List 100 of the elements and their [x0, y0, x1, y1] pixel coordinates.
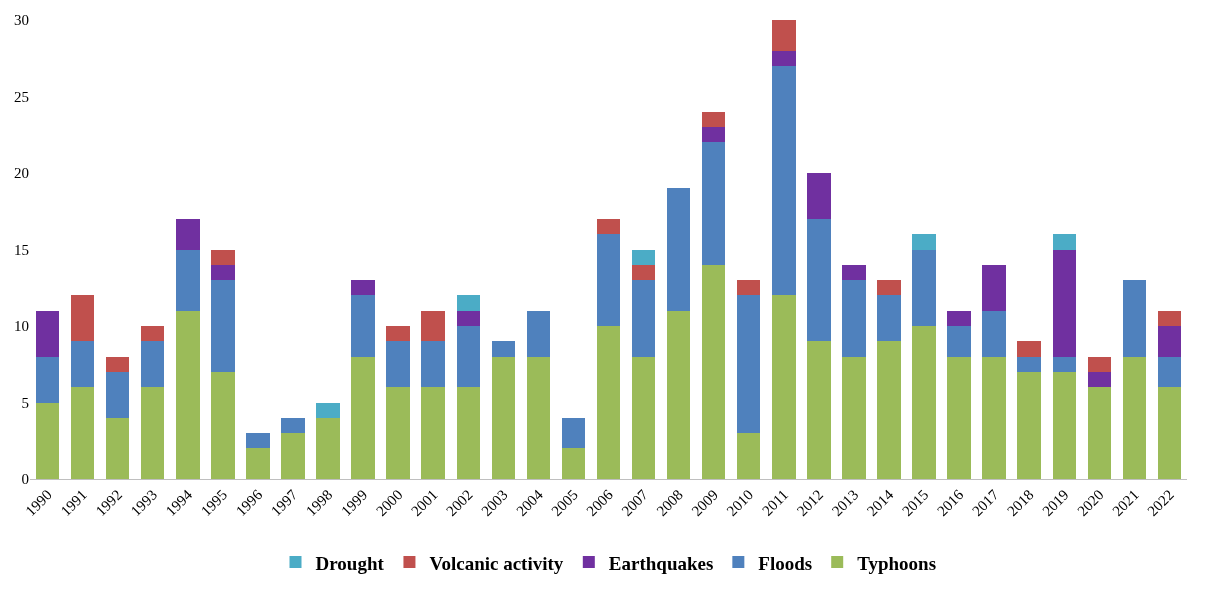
bar: [982, 356, 1006, 479]
bar: [737, 280, 761, 296]
bar: [877, 295, 901, 342]
bar: [982, 310, 1006, 357]
bar: [526, 356, 551, 479]
bar: [912, 249, 936, 326]
y-tick-label: 5: [21, 394, 29, 411]
y-tick-label: 15: [14, 241, 29, 258]
bar: [631, 356, 656, 479]
y-tick-label: 25: [14, 88, 29, 105]
bar: [877, 341, 901, 479]
bar: [912, 326, 936, 479]
bar: [842, 264, 866, 281]
bar: [666, 310, 691, 479]
bar: [1052, 249, 1077, 357]
bar: [421, 341, 445, 388]
bar: [211, 264, 235, 281]
bar: [491, 341, 516, 357]
bar: [1052, 356, 1077, 372]
bar: [35, 356, 60, 403]
x-tick-label: 2021: [1109, 486, 1142, 520]
bar: [246, 448, 270, 479]
bar: [596, 326, 621, 479]
bar: [737, 295, 761, 434]
bar: [176, 218, 200, 250]
bar: [281, 417, 305, 434]
bar: [772, 65, 796, 296]
bar: [1052, 234, 1077, 250]
bar: [807, 341, 831, 479]
bar: [807, 173, 831, 219]
bar: [140, 387, 165, 479]
bar: [701, 127, 726, 143]
bar: [947, 356, 971, 479]
bar: [105, 356, 130, 372]
bar: [211, 371, 235, 479]
legend-label: Drought: [315, 552, 385, 574]
bar: [596, 234, 621, 326]
bar: [912, 234, 936, 250]
bar: [631, 280, 656, 357]
y-tick-label: 30: [14, 12, 29, 29]
bar: [456, 326, 480, 388]
bar: [351, 280, 375, 296]
bar: [1157, 387, 1182, 479]
y-tick-label: 0: [21, 471, 29, 488]
bar: [1087, 371, 1112, 388]
bar: [842, 280, 866, 357]
bar: [982, 264, 1006, 311]
bar: [631, 264, 656, 281]
bar: [140, 341, 165, 388]
bar: [666, 188, 691, 311]
bar: [316, 402, 340, 418]
bar: [421, 310, 445, 342]
bar: [140, 326, 165, 342]
bar: [772, 50, 796, 66]
bar: [947, 326, 971, 357]
bar: [281, 433, 305, 479]
bar: [105, 417, 130, 479]
bar: [1157, 310, 1182, 326]
bar: [456, 310, 480, 326]
bar: [1017, 371, 1041, 479]
bar: [386, 387, 410, 479]
bar: [842, 356, 866, 479]
x-tick-label: 2011: [759, 486, 792, 519]
bar: [596, 218, 621, 235]
bar: [105, 371, 130, 418]
legend-label: Earthquakes: [608, 552, 714, 574]
bar: [456, 387, 480, 479]
bar: [807, 218, 831, 342]
bar: [35, 402, 60, 479]
bar: [877, 280, 901, 296]
bar: [701, 111, 726, 128]
bar: [386, 326, 410, 342]
bar: [421, 387, 445, 479]
bar: [70, 387, 95, 479]
bar: [772, 295, 796, 479]
bar: [1122, 356, 1147, 479]
bar: [701, 142, 726, 265]
bar: [70, 341, 95, 388]
bar: [211, 280, 235, 372]
y-tick-label: 10: [14, 318, 29, 335]
bar: [176, 249, 200, 311]
bar: [631, 249, 656, 265]
bar: [1087, 356, 1112, 372]
legend-label: Floods: [758, 552, 813, 574]
bar: [386, 341, 410, 388]
bar: [1052, 371, 1077, 479]
bar: [35, 310, 60, 357]
bar: [561, 417, 586, 449]
legend-label: Typhoons: [857, 552, 937, 574]
x-tick-label: 1991: [57, 486, 91, 520]
bar: [456, 295, 480, 311]
bar: [526, 310, 551, 357]
bar: [351, 295, 375, 357]
bar: [316, 417, 340, 479]
bar: [70, 295, 95, 342]
bar: [1087, 387, 1112, 479]
bar: [1157, 356, 1182, 388]
bar: [491, 356, 516, 479]
bar: [1017, 341, 1041, 357]
bar: [561, 448, 586, 479]
